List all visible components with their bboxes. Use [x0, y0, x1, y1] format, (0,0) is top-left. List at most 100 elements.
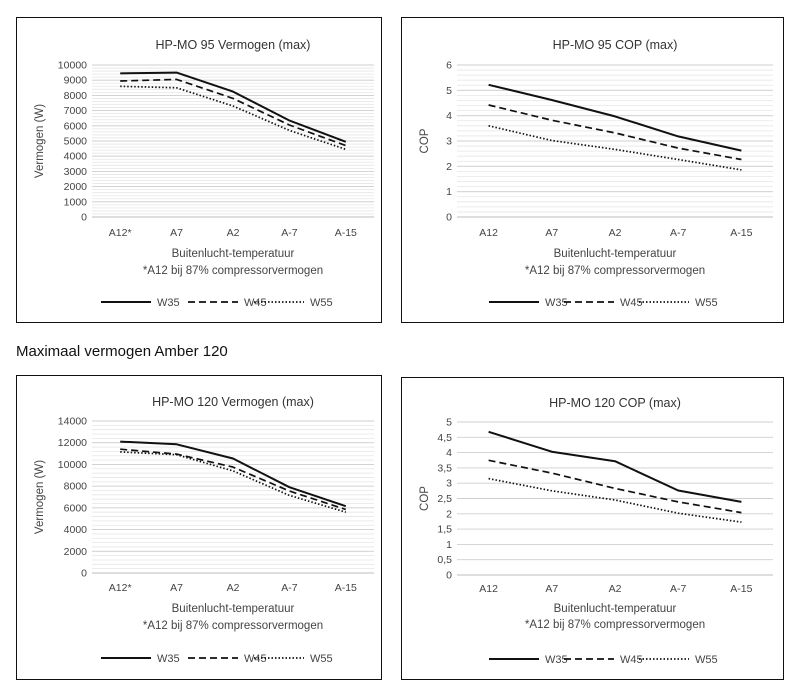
y-tick-label: 0 — [81, 212, 87, 224]
y-tick-label: 5 — [446, 85, 452, 97]
y-tick-label: 5 — [446, 417, 452, 429]
x-tick-label: A12 — [479, 227, 498, 239]
legend-label-w55: W55 — [310, 653, 333, 665]
chart-hp-mo-95-cop: 0 1 2 3 4 5 6 A12 A7 A2 A-7 A-15 HP-MO 95 COP (max) C… — [419, 38, 773, 309]
x-tick-label: A7 — [545, 583, 558, 595]
y-tick-label: 2 — [446, 161, 452, 173]
series-line-w55 — [488, 477, 742, 523]
y-tick-label: 12000 — [58, 437, 87, 449]
y-axis-label: Vermogen (W) — [34, 104, 46, 178]
y-tick-label: 4000 — [64, 524, 88, 536]
series-line-w45 — [120, 448, 347, 511]
x-axis-label: Buitenlucht-temperatuur — [554, 603, 677, 615]
y-tick-label: 3,5 — [437, 462, 452, 474]
chart-title: HP-MO 120 Vermogen (max) — [152, 395, 314, 409]
chart-panel-hp-mo-120-cop: 0 0,5 1 1,5 2 2,5 3 3,5 4 4,5 5 A12 A7 A2 A-7 A-15 HP-MO… — [401, 377, 784, 680]
x-tick-label: A-7 — [281, 582, 298, 594]
x-tick-label: A-15 — [730, 583, 752, 595]
y-tick-label: 4,5 — [437, 432, 452, 444]
y-tick-label: 4000 — [64, 151, 88, 163]
x-tick-label: A12 — [479, 583, 498, 595]
x-tick-label: A-7 — [670, 227, 687, 239]
y-tick-label: 3 — [446, 478, 452, 490]
chart-title: HP-MO 120 COP (max) — [549, 396, 681, 410]
y-tick-label: 6000 — [64, 120, 88, 132]
y-tick-label: 1 — [446, 539, 452, 551]
series-line-w45 — [488, 104, 742, 161]
x-axis-label: Buitenlucht-temperatuur — [554, 248, 677, 260]
x-tick-label: A2 — [609, 227, 622, 239]
x-axis-label: Buitenlucht-temperatuur — [172, 603, 295, 615]
legend-label-w35: W35 — [157, 653, 180, 665]
y-tick-label: 10000 — [58, 459, 87, 471]
chart-hp-mo-120-cop: 0 0,5 1 1,5 2 2,5 3 3,5 4 4,5 5 A12 A7 A2 A-7 A-15 HP-MO… — [419, 396, 773, 666]
chart-panel-hp-mo-95-cop: 0 1 2 3 4 5 6 A12 A7 A2 A-7 A-15 HP-MO 95 COP (max) C… — [401, 17, 784, 323]
chart-title: HP-MO 95 COP (max) — [553, 38, 678, 52]
y-tick-label: 3 — [446, 136, 452, 148]
x-tick-label: A-15 — [730, 227, 752, 239]
legend-label-w45: W45 — [244, 297, 267, 309]
x-tick-label: A-7 — [670, 583, 687, 595]
y-tick-label: 0 — [81, 568, 87, 580]
y-axis-label: COP — [419, 486, 431, 511]
y-tick-label: 7000 — [64, 105, 88, 117]
legend-label-w35: W35 — [545, 654, 568, 666]
y-tick-label: 0,5 — [437, 554, 452, 566]
x-tick-label: A12* — [109, 227, 132, 239]
chart-note: *A12 bij 87% compressorvermogen — [525, 619, 705, 631]
y-tick-label: 6000 — [64, 502, 88, 514]
y-tick-label: 2 — [446, 508, 452, 520]
legend-label-w55: W55 — [695, 297, 718, 309]
chart-panel-hp-mo-95-vermogen: 0 1000 2000 3000 4000 5000 6000 7000 8000 9000 100… — [16, 17, 382, 323]
y-tick-label: 5000 — [64, 136, 88, 148]
x-tick-label: A2 — [227, 582, 240, 594]
legend-label-w55: W55 — [695, 654, 718, 666]
series-line-w55 — [120, 451, 347, 514]
series-line-w35 — [488, 83, 742, 152]
x-tick-label: A-15 — [335, 227, 357, 239]
legend-label-w35: W35 — [545, 297, 568, 309]
chart-note: *A12 bij 87% compressorvermogen — [143, 265, 323, 277]
legend-label-w35: W35 — [157, 297, 180, 309]
section-heading: Maximaal vermogen Amber 120 — [16, 343, 228, 360]
y-axis-label: COP — [419, 128, 431, 153]
y-tick-label: 4 — [446, 447, 452, 459]
x-tick-label: A2 — [609, 583, 622, 595]
x-axis-label: Buitenlucht-temperatuur — [172, 248, 295, 260]
y-tick-label: 3000 — [64, 166, 88, 178]
x-tick-label: A7 — [170, 227, 183, 239]
y-tick-label: 0 — [446, 212, 452, 224]
series-line-w45 — [488, 459, 742, 514]
series-line-w35 — [120, 440, 347, 508]
legend-label-w45: W45 — [244, 653, 267, 665]
y-tick-label: 4 — [446, 110, 452, 122]
chart-title: HP-MO 95 Vermogen (max) — [156, 38, 311, 52]
y-tick-label: 8000 — [64, 481, 88, 493]
x-tick-label: A12* — [109, 582, 132, 594]
legend-label-w45: W45 — [620, 297, 643, 309]
y-tick-label: 1000 — [64, 196, 88, 208]
y-tick-label: 1 — [446, 186, 452, 198]
y-tick-label: 14000 — [58, 416, 87, 428]
chart-hp-mo-95-vermogen: 0 1000 2000 3000 4000 5000 6000 7000 8000 9000 100… — [34, 38, 374, 309]
y-tick-label: 1,5 — [437, 524, 452, 536]
x-tick-label: A7 — [170, 582, 183, 594]
series-line-w45 — [120, 78, 347, 147]
x-tick-label: A7 — [545, 227, 558, 239]
series-line-w35 — [488, 430, 742, 503]
chart-note: *A12 bij 87% compressorvermogen — [143, 620, 323, 632]
chart-note: *A12 bij 87% compressorvermogen — [525, 265, 705, 277]
x-tick-label: A2 — [227, 227, 240, 239]
y-tick-label: 0 — [446, 570, 452, 582]
series-line-w35 — [120, 71, 347, 143]
y-tick-label: 2000 — [64, 546, 88, 558]
series-line-w55 — [488, 124, 742, 171]
y-tick-label: 10000 — [58, 60, 87, 72]
y-tick-label: 8000 — [64, 90, 88, 102]
x-tick-label: A-15 — [335, 582, 357, 594]
chart-panel-hp-mo-120-vermogen: 0 2000 4000 6000 8000 10000 12000 14000 A12* A7 A2… — [16, 375, 382, 680]
legend-label-w55: W55 — [310, 297, 333, 309]
y-tick-label: 2,5 — [437, 493, 452, 505]
series-line-w55 — [120, 85, 347, 151]
y-tick-label: 2000 — [64, 181, 88, 193]
